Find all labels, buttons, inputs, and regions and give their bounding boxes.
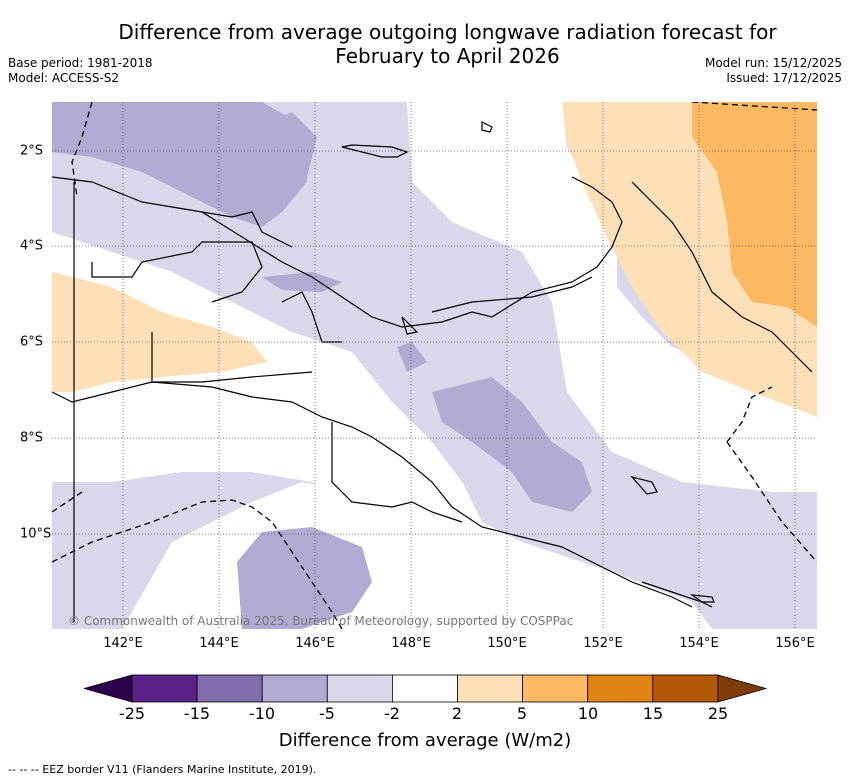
colorbar-title: Difference from average (W/m2) bbox=[278, 730, 572, 751]
cb-label-8: 15 bbox=[642, 704, 664, 723]
map-panel bbox=[52, 102, 817, 629]
base-period: Base period: 1981-2018 bbox=[8, 56, 153, 70]
colorbar-cell-6 bbox=[522, 674, 589, 703]
colorbar-extend-low bbox=[84, 674, 133, 703]
chart-title: Difference from average outgoing longwav… bbox=[100, 20, 795, 68]
cb-label-6: 5 bbox=[516, 704, 528, 723]
region-mid-purple-north bbox=[267, 112, 317, 177]
model-run: Model run: 15/12/2025 bbox=[704, 56, 842, 70]
y-tick-4s: 4°S bbox=[20, 238, 44, 254]
colorbar-cell-1 bbox=[196, 674, 263, 703]
meta-right: Model run: 15/12/2025 Issued: 17/12/2025 bbox=[705, 56, 842, 86]
cb-label-2: -10 bbox=[248, 704, 276, 723]
cb-label-0: -25 bbox=[118, 704, 146, 723]
region-white-top bbox=[407, 102, 817, 492]
colorbar-cell-0 bbox=[131, 674, 198, 703]
cb-label-7: 10 bbox=[577, 704, 599, 723]
y-tick-8s: 8°S bbox=[20, 430, 44, 446]
cb-label-5: 2 bbox=[451, 704, 463, 723]
colorbar-cell-7 bbox=[587, 674, 654, 703]
x-tick-144: 144°E bbox=[199, 636, 239, 651]
title-line-2: February to April 2026 bbox=[335, 44, 560, 68]
region-mid-purple-center bbox=[432, 377, 592, 512]
colorbar-cell-4 bbox=[391, 674, 458, 703]
land-borders bbox=[73, 182, 463, 622]
copyright-notice: © Commonwealth of Australia 2025, Bureau… bbox=[68, 614, 574, 628]
colorbar-extend-high bbox=[717, 674, 768, 703]
x-tick-156: 156°E bbox=[775, 636, 815, 651]
issued-date: Issued: 17/12/2025 bbox=[726, 71, 842, 85]
colorbar-cell-3 bbox=[326, 674, 393, 703]
y-tick-10s: 10°S bbox=[20, 526, 52, 542]
region-light-orange-west bbox=[52, 272, 267, 392]
x-tick-150: 150°E bbox=[487, 636, 527, 651]
x-tick-148: 148°E bbox=[391, 636, 431, 651]
eez-borders bbox=[52, 102, 817, 629]
y-tick-6s: 6°S bbox=[20, 334, 44, 350]
region-mid-purple-south bbox=[237, 527, 372, 629]
x-tick-142: 142°E bbox=[103, 636, 143, 651]
cb-label-9: 25 bbox=[707, 704, 729, 723]
y-tick-2s: 2°S bbox=[20, 143, 44, 159]
cb-label-4: -2 bbox=[384, 704, 400, 723]
colorbar-cell-5 bbox=[457, 674, 523, 703]
colorbar-cell-8 bbox=[652, 674, 719, 703]
region-mid-orange-ne bbox=[692, 102, 817, 327]
graticule bbox=[52, 102, 817, 629]
eez-footnote: -- -- -- EEZ border V11 (Flanders Marine… bbox=[8, 763, 317, 776]
region-mid-purple-nw bbox=[52, 102, 307, 227]
meta-left: Base period: 1981-2018 Model: ACCESS-S2 bbox=[8, 56, 153, 86]
x-tick-152: 152°E bbox=[583, 636, 623, 651]
region-mid-purple-small bbox=[397, 342, 427, 372]
title-line-1: Difference from average outgoing longwav… bbox=[118, 20, 777, 44]
coastlines bbox=[52, 121, 813, 608]
model-name: Model: ACCESS-S2 bbox=[8, 71, 120, 85]
region-mid-purple-strip bbox=[262, 272, 342, 292]
cb-label-1: -15 bbox=[183, 704, 211, 723]
x-tick-146: 146°E bbox=[295, 636, 335, 651]
cb-label-3: -5 bbox=[319, 704, 335, 723]
x-tick-154: 154°E bbox=[679, 636, 719, 651]
colorbar bbox=[84, 674, 768, 703]
colorbar-cell-2 bbox=[261, 674, 328, 703]
